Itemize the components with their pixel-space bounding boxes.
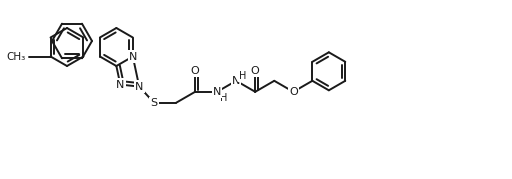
Text: H: H [239, 71, 247, 81]
Text: N: N [129, 52, 137, 62]
Text: N: N [213, 87, 221, 97]
Text: N: N [135, 82, 143, 92]
Text: N: N [116, 80, 124, 90]
Text: S: S [151, 98, 158, 108]
Text: CH₃: CH₃ [6, 52, 26, 62]
Text: O: O [289, 87, 297, 97]
Text: H: H [220, 93, 227, 103]
Text: O: O [191, 66, 200, 76]
Text: O: O [251, 66, 260, 76]
Text: N: N [232, 76, 240, 86]
